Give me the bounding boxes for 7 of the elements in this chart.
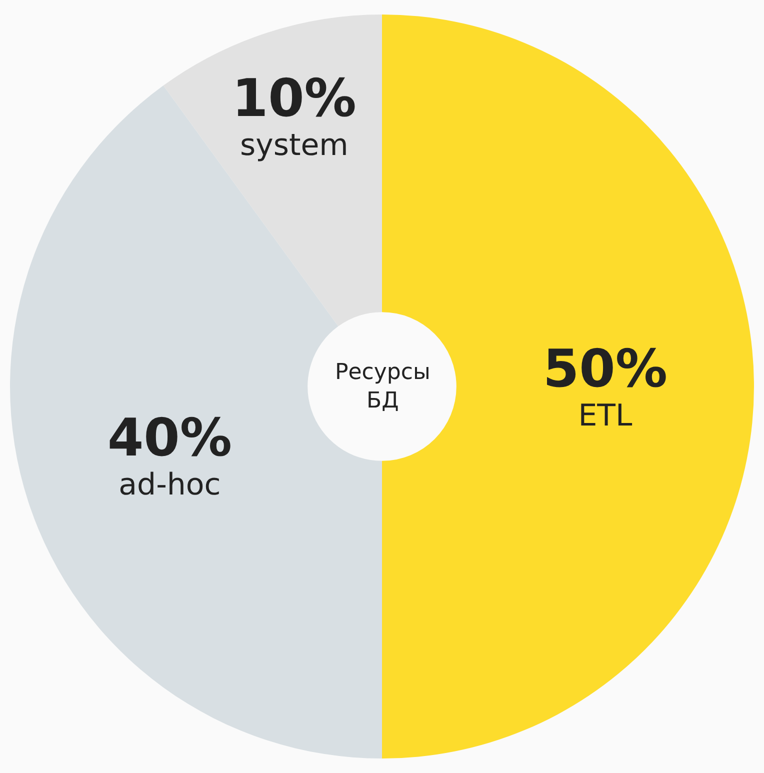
text: Ресурсы БД bbox=[335, 360, 430, 414]
data-label: 40% bbox=[107, 408, 232, 468]
data-label: 10% bbox=[232, 69, 356, 130]
slice-label: ad-hoc bbox=[118, 467, 221, 502]
data-label: 50% bbox=[542, 340, 668, 400]
slice-label: ETL bbox=[578, 398, 632, 434]
slice-label: system bbox=[240, 128, 348, 164]
